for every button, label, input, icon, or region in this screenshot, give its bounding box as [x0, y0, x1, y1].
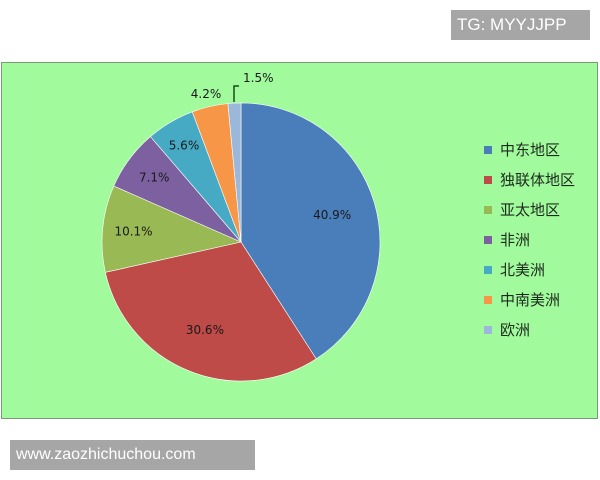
- pie-slice-2: [101, 185, 242, 273]
- legend-label: 北美洲: [500, 261, 546, 279]
- pie-chart: 40.9% 30.6% 10.1% 7.1% 5.6% 4.2% 1.5%: [101, 71, 381, 382]
- legend-label: 欧洲: [500, 321, 531, 339]
- legend-label: 中南美洲: [500, 291, 561, 309]
- leader-line: [233, 85, 239, 102]
- legend-item: 亚太地区: [484, 200, 560, 220]
- legend-item: 非洲: [484, 230, 530, 250]
- legend-item: 中南美洲: [484, 290, 560, 310]
- legend-swatch: [484, 205, 492, 214]
- pie-slice-1: [104, 241, 317, 382]
- legend-label: 中东地区: [500, 141, 561, 159]
- legend-item: 北美洲: [484, 260, 545, 280]
- legend-swatch: [484, 235, 492, 244]
- legend-swatch: [484, 295, 492, 304]
- legend-swatch: [484, 265, 492, 274]
- pie-slice-0: [240, 102, 381, 360]
- data-label: 30.6%: [186, 323, 224, 337]
- legend-swatch: [484, 325, 492, 334]
- legend-label: 独联体地区: [500, 171, 576, 189]
- data-label: 7.1%: [139, 171, 170, 185]
- legend-label: 亚太地区: [500, 201, 561, 219]
- data-label: 1.5%: [243, 71, 274, 85]
- data-label: 40.9%: [313, 208, 351, 222]
- legend-item: 中东地区: [484, 140, 560, 160]
- tg-watermark: TG: MYYJJPP: [451, 10, 590, 40]
- pie-slice-6: [227, 102, 242, 243]
- legend-label: 非洲: [500, 231, 531, 249]
- legend-swatch: [484, 175, 492, 184]
- pie-chart-area: 40.9% 30.6% 10.1% 7.1% 5.6% 4.2% 1.5%: [1, 62, 598, 419]
- legend-item: 欧洲: [484, 320, 530, 340]
- data-label: 10.1%: [114, 224, 152, 238]
- site-watermark: www.zaozhichuchou.com: [10, 440, 255, 470]
- legend-swatch: [484, 145, 492, 154]
- data-label: 5.6%: [169, 139, 200, 153]
- legend-item: 独联体地区: [484, 170, 575, 190]
- data-label: 4.2%: [191, 87, 222, 101]
